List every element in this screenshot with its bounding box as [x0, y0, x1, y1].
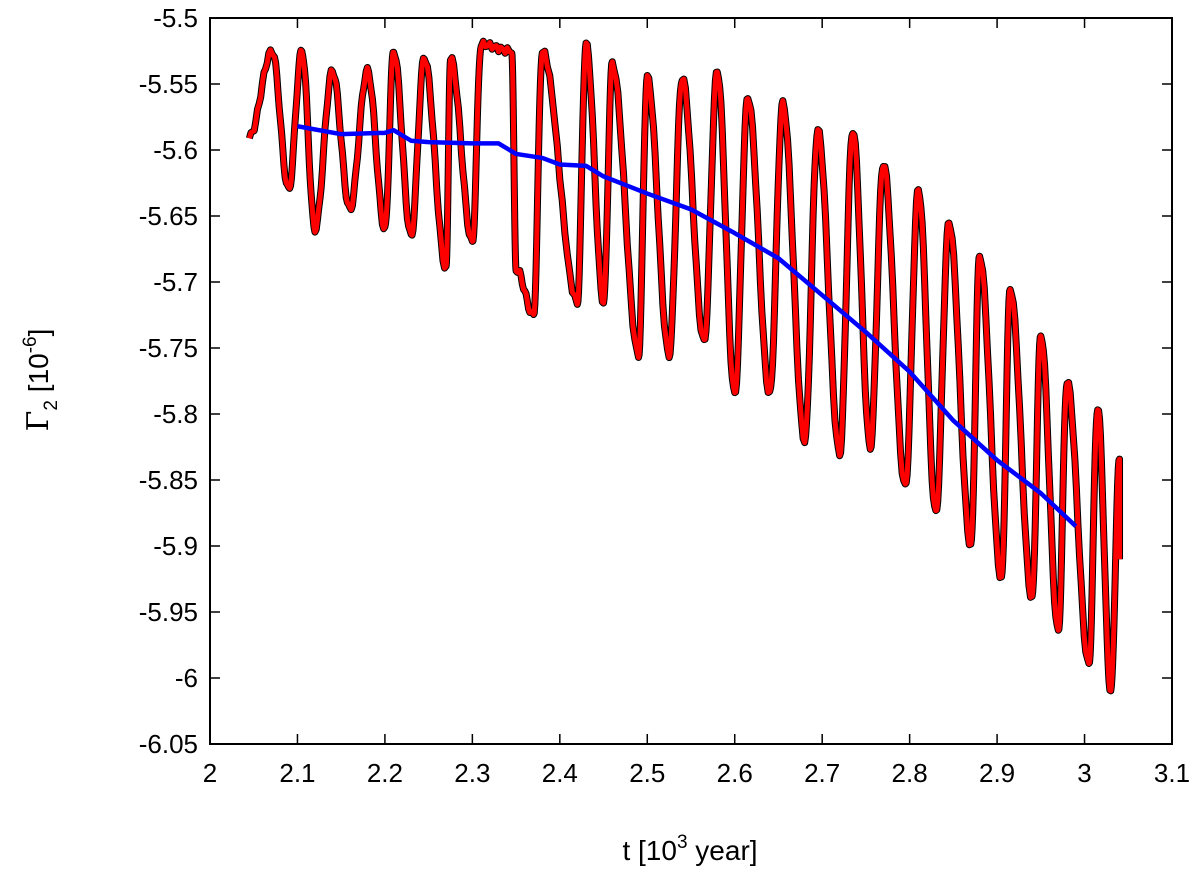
y-tick-label: -5.95 — [139, 597, 198, 627]
y-axis-label-symbol: Γ — [21, 411, 56, 432]
y-tick-label: -5.6 — [153, 135, 198, 165]
y-tick-label: -5.7 — [153, 267, 198, 297]
x-tick-label: 3 — [1077, 758, 1091, 788]
y-tick-label: -5.85 — [139, 465, 198, 495]
y-tick-label: -6.05 — [139, 729, 198, 759]
x-tick-label: 2.7 — [804, 758, 840, 788]
x-tick-label: 2.8 — [892, 758, 928, 788]
x-tick-label: 2.1 — [279, 758, 315, 788]
x-axis-label-exponent: 3 — [677, 832, 688, 853]
y-axis-label-exponent: -6 — [20, 336, 41, 353]
y-tick-label: -5.8 — [153, 399, 198, 429]
y-tick-label: -5.55 — [139, 69, 198, 99]
x-tick-label: 2.4 — [542, 758, 578, 788]
y-axis-label: Γ2 [10-6] — [20, 329, 62, 432]
y-tick-label: -5.5 — [153, 3, 198, 33]
x-tick-label: 2 — [203, 758, 217, 788]
y-tick-label: -6 — [175, 663, 198, 693]
y-axis-label-tail: ] — [23, 329, 54, 337]
x-tick-label: 2.3 — [454, 758, 490, 788]
x-tick-label: 2.5 — [629, 758, 665, 788]
y-axis: -5.5 -5.55 -5.6 -5.65 -5.7 -5.75 -5.8 -5.85 -5.9… — [139, 3, 1172, 759]
x-tick-label: 3.1 — [1154, 758, 1190, 788]
y-axis-label-mid: [10 — [23, 353, 54, 400]
x-tick-label: 2.6 — [717, 758, 753, 788]
x-tick-label: 2.2 — [367, 758, 403, 788]
y-tick-label: -5.65 — [139, 201, 198, 231]
x-axis-label: t [103 year] — [622, 832, 757, 866]
x-axis: 2 2.1 2.2 2.3 2.4 2.5 2.6 2.7 2.8 2.9 3 3.1 — [203, 18, 1190, 788]
y-tick-label: -5.9 — [153, 531, 198, 561]
x-axis-label-base: t [10 — [622, 835, 676, 866]
series-oscillation — [246, 38, 1123, 694]
y-tick-label: -5.75 — [139, 333, 198, 363]
series-trend — [297, 124, 1078, 528]
plot-frame — [209, 17, 1173, 745]
plot-area — [209, 17, 1173, 745]
y-axis-label-subscript: 2 — [41, 400, 62, 411]
x-tick-label: 2.9 — [979, 758, 1015, 788]
x-axis-label-tail: year] — [688, 835, 758, 866]
